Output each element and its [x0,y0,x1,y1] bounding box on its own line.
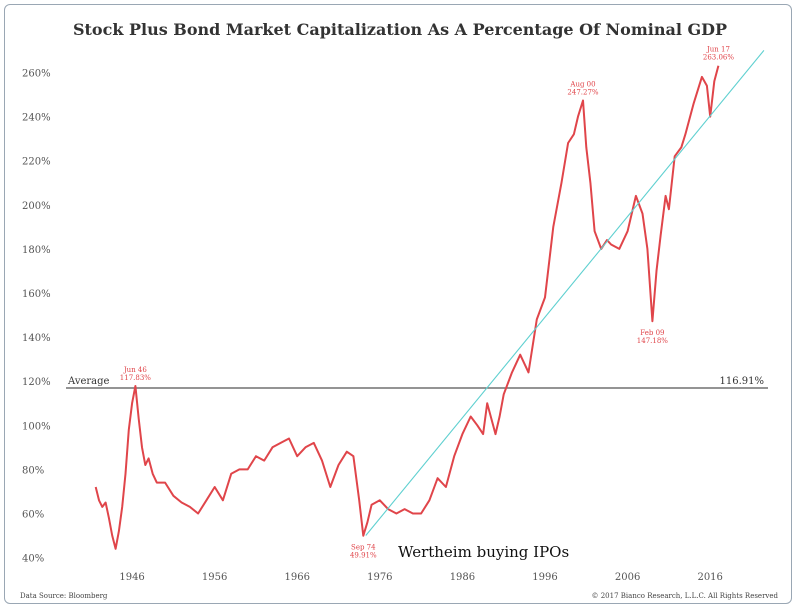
x-tick-label: 1986 [450,572,475,583]
average-value-label: 116.91% [720,376,765,387]
annotation-value: 147.18% [637,337,668,345]
chart-frame [4,4,792,604]
axes: 40% 60% 80% 100% 120% 140% 160% 180% 200% 220% 240… [22,68,723,583]
annotation-date: Jun 46 [123,366,148,374]
series-line-trend [365,50,765,536]
reference-line-group: Average 116.91% [66,376,768,389]
y-tick-label: 40% [22,554,44,565]
x-tick-label: 1996 [532,572,557,583]
y-tick-label: 240% [22,113,51,124]
annotation-date: Aug 00 [569,81,595,89]
y-tick-label: 60% [22,509,44,520]
annotation-date: Sep 74 [351,544,376,552]
series-line-market-cap [94,65,720,550]
average-label: Average [67,376,110,387]
x-tick-label: 1976 [367,572,392,583]
x-tick-label: 1946 [119,572,144,583]
y-tick-label: 220% [22,157,51,168]
series-group [94,50,765,550]
annotation-date: Feb 09 [640,329,664,337]
y-tick-label: 260% [22,68,51,79]
x-tick-label: 2006 [615,572,640,583]
data-source: Data Source: Bloomberg [20,592,108,600]
copyright: © 2017 Bianco Research, L.L.C. All Right… [591,592,779,600]
overlay-caption: Wertheim buying IPOs [398,543,569,561]
x-tick-label: 1956 [202,572,227,583]
y-tick-label: 200% [22,201,51,212]
x-tick-label: 2016 [697,572,722,583]
annotation-value: 49.91% [350,552,377,560]
y-tick-label: 80% [22,465,44,476]
annotation-value: 247.27% [567,89,598,97]
chart-title: Stock Plus Bond Market Capitalization As… [72,20,728,39]
annotation-value: 117.83% [120,374,151,382]
y-tick-label: 100% [22,421,51,432]
y-tick-label: 140% [22,333,51,344]
x-tick-label: 1966 [285,572,310,583]
y-tick-label: 180% [22,245,51,256]
y-tick-label: 160% [22,289,51,300]
annotation-date: Jun 17 [706,46,730,54]
annotation-value: 263.06% [703,54,734,62]
y-tick-label: 120% [22,377,51,388]
